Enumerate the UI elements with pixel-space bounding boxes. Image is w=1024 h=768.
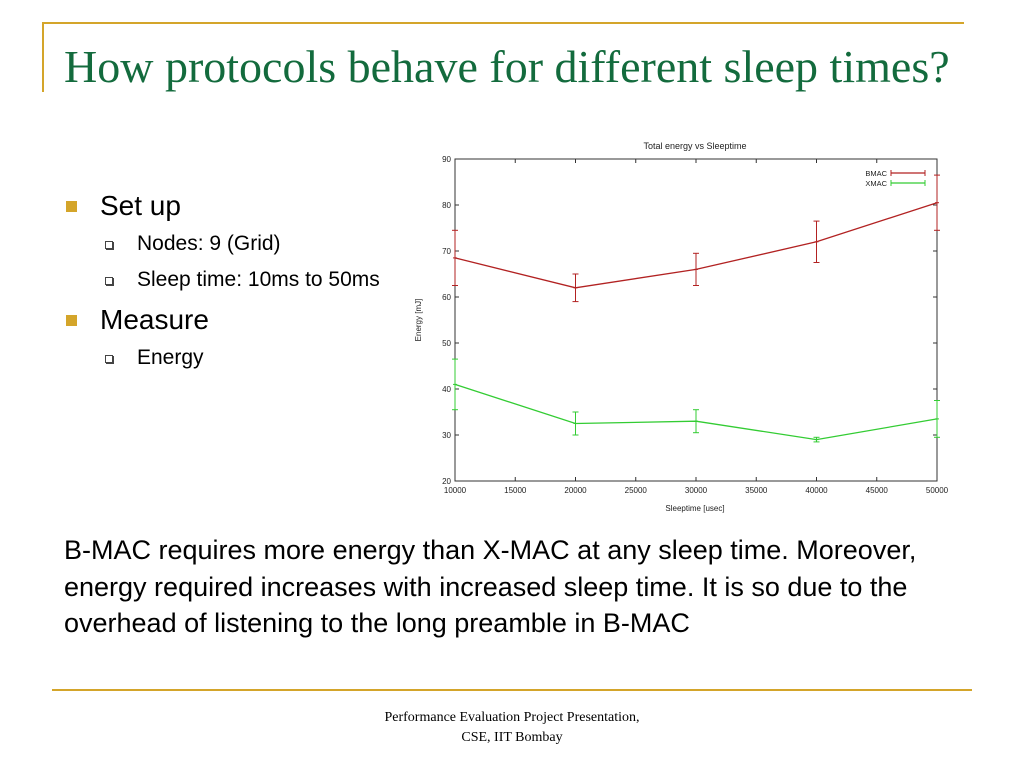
y-axis-label: Energy [mJ]	[414, 299, 423, 342]
x-tick-label: 45000	[866, 486, 889, 495]
hollow-square-bullet-icon	[105, 241, 113, 249]
bullet-list: Set up Nodes: 9 (Grid) Sleep time: 10ms …	[60, 188, 405, 380]
y-tick-label: 20	[442, 477, 451, 486]
sub-bullet-energy: Energy	[60, 344, 405, 372]
bullet-setup: Set up	[60, 188, 405, 224]
x-tick-label: 30000	[685, 486, 708, 495]
footer-line-1: Performance Evaluation Project Presentat…	[384, 710, 640, 725]
y-tick-label: 60	[442, 293, 451, 302]
x-tick-label: 20000	[564, 486, 587, 495]
y-tick-label: 30	[442, 431, 451, 440]
x-axis: 10000 15000 20000 25000 30000 35000 40000 45000…	[444, 159, 949, 495]
x-tick-label: 35000	[745, 486, 768, 495]
sub-bullet-sleeptime-text: Sleep time: 10ms to 50ms	[137, 268, 380, 291]
sub-bullet-sleeptime: Sleep time: 10ms to 50ms	[60, 266, 405, 294]
footer: Performance Evaluation Project Presentat…	[312, 708, 712, 748]
y-tick-label: 40	[442, 385, 451, 394]
sub-bullet-nodes: Nodes: 9 (Grid)	[60, 230, 405, 258]
footer-line-2: CSE, IIT Bombay	[461, 730, 563, 745]
legend-label-xmac: XMAC	[865, 179, 887, 188]
x-tick-label: 15000	[504, 486, 527, 495]
square-bullet-icon	[66, 315, 77, 326]
footer-rule	[52, 689, 972, 691]
square-bullet-icon	[66, 201, 77, 212]
legend-label-bmac: BMAC	[865, 169, 887, 178]
y-tick-label: 50	[442, 339, 451, 348]
accent-frame-left	[42, 22, 44, 92]
bullet-measure-text: Measure	[100, 304, 209, 335]
accent-frame-top	[42, 22, 964, 24]
y-tick-label: 70	[442, 247, 451, 256]
energy-sleeptime-chart: Total energy vs Sleeptime 20 30 40 50 60 70 80…	[414, 141, 949, 513]
series-group	[452, 174, 940, 443]
bullet-setup-text: Set up	[100, 190, 181, 221]
sub-bullet-nodes-text: Nodes: 9 (Grid)	[137, 232, 281, 255]
sub-bullet-energy-text: Energy	[137, 346, 204, 369]
hollow-square-bullet-icon	[105, 355, 113, 363]
x-tick-label: 25000	[625, 486, 648, 495]
chart-title: Total energy vs Sleeptime	[643, 141, 746, 151]
conclusion-text: B-MAC requires more energy than X-MAC at…	[64, 535, 917, 638]
x-tick-label: 50000	[926, 486, 949, 495]
y-tick-label: 80	[442, 201, 451, 210]
x-tick-label: 40000	[805, 486, 828, 495]
x-tick-label: 10000	[444, 486, 467, 495]
y-axis: 20 30 40 50 60 70 80 90	[442, 155, 937, 486]
hollow-square-bullet-icon	[105, 277, 113, 285]
bullet-measure: Measure	[60, 302, 405, 338]
slide-title: How protocols behave for different sleep…	[64, 41, 950, 92]
y-tick-label: 90	[442, 155, 451, 164]
x-axis-label: Sleeptime [usec]	[665, 504, 724, 513]
